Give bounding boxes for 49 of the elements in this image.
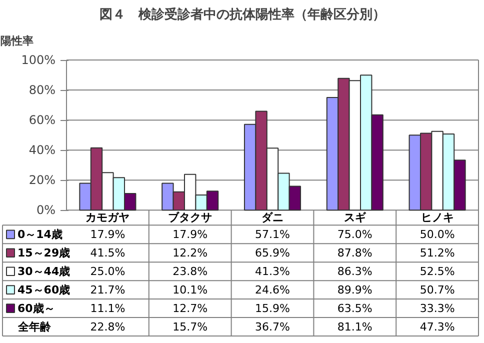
legend-label: 30～44歳 xyxy=(18,264,70,278)
text: 47.3% xyxy=(420,320,455,334)
data-label: 21.7% xyxy=(90,283,126,296)
data-label: 25.0% xyxy=(90,264,126,278)
data-label: 23.8% xyxy=(172,264,208,278)
data-label: 15.9% xyxy=(255,302,290,315)
x-tick-label: ヒノキ xyxy=(420,211,454,224)
data-label: 50.0% xyxy=(420,228,455,241)
y-tick-label: 60% xyxy=(28,113,56,128)
y-tick-label: 80% xyxy=(28,83,56,98)
legend-label: 15～29歳 xyxy=(18,246,70,260)
text: 36.7% xyxy=(255,320,290,334)
text: 全年齢 xyxy=(17,320,52,334)
text: 81.1% xyxy=(337,320,372,334)
legend-label: 45～60歳 xyxy=(18,283,70,296)
data-label: 10.1% xyxy=(172,283,208,296)
y-tick-label: 20% xyxy=(28,173,56,188)
data-label: 17.9% xyxy=(90,228,126,241)
y-tick-label: 0% xyxy=(36,203,56,218)
y-tick-label: 100% xyxy=(21,53,56,68)
data-label: 89.9% xyxy=(337,283,372,296)
x-tick-label: カモガヤ xyxy=(86,211,130,224)
data-label: 17.9% xyxy=(172,228,208,241)
data-label: 12.2% xyxy=(172,246,208,260)
data-label: 41.5% xyxy=(90,246,126,260)
data-label: 57.1% xyxy=(255,228,290,241)
x-tick-label: ブタクサ xyxy=(168,211,212,224)
data-label: 86.3% xyxy=(337,264,372,278)
chart-title: 図４ 検診受診者中の抗体陽性率（年齢区分別） xyxy=(100,6,386,22)
text: 22.8% xyxy=(90,320,126,334)
y-tick-label: 40% xyxy=(28,143,56,158)
data-label: 87.8% xyxy=(337,246,372,260)
data-label: 65.9% xyxy=(255,246,290,260)
legend-label: 60歳～ xyxy=(18,302,55,315)
data-label: 75.0% xyxy=(337,228,372,241)
data-label: 50.7% xyxy=(420,283,455,296)
legend-label: 0～14歳 xyxy=(18,228,62,241)
data-label: 41.3% xyxy=(255,264,290,278)
text: 15.7% xyxy=(172,320,208,334)
data-label: 51.2% xyxy=(420,246,455,260)
data-label: 52.5% xyxy=(420,264,455,278)
x-tick-label: ダニ xyxy=(262,211,284,224)
data-label: 12.7% xyxy=(172,302,208,315)
data-label: 11.1% xyxy=(90,302,126,315)
y-axis-title: 陽性率 xyxy=(0,34,34,48)
data-label: 33.3% xyxy=(420,302,455,315)
data-label: 24.6% xyxy=(255,283,290,296)
data-label: 63.5% xyxy=(337,302,372,315)
x-tick-label: スギ xyxy=(344,211,367,224)
